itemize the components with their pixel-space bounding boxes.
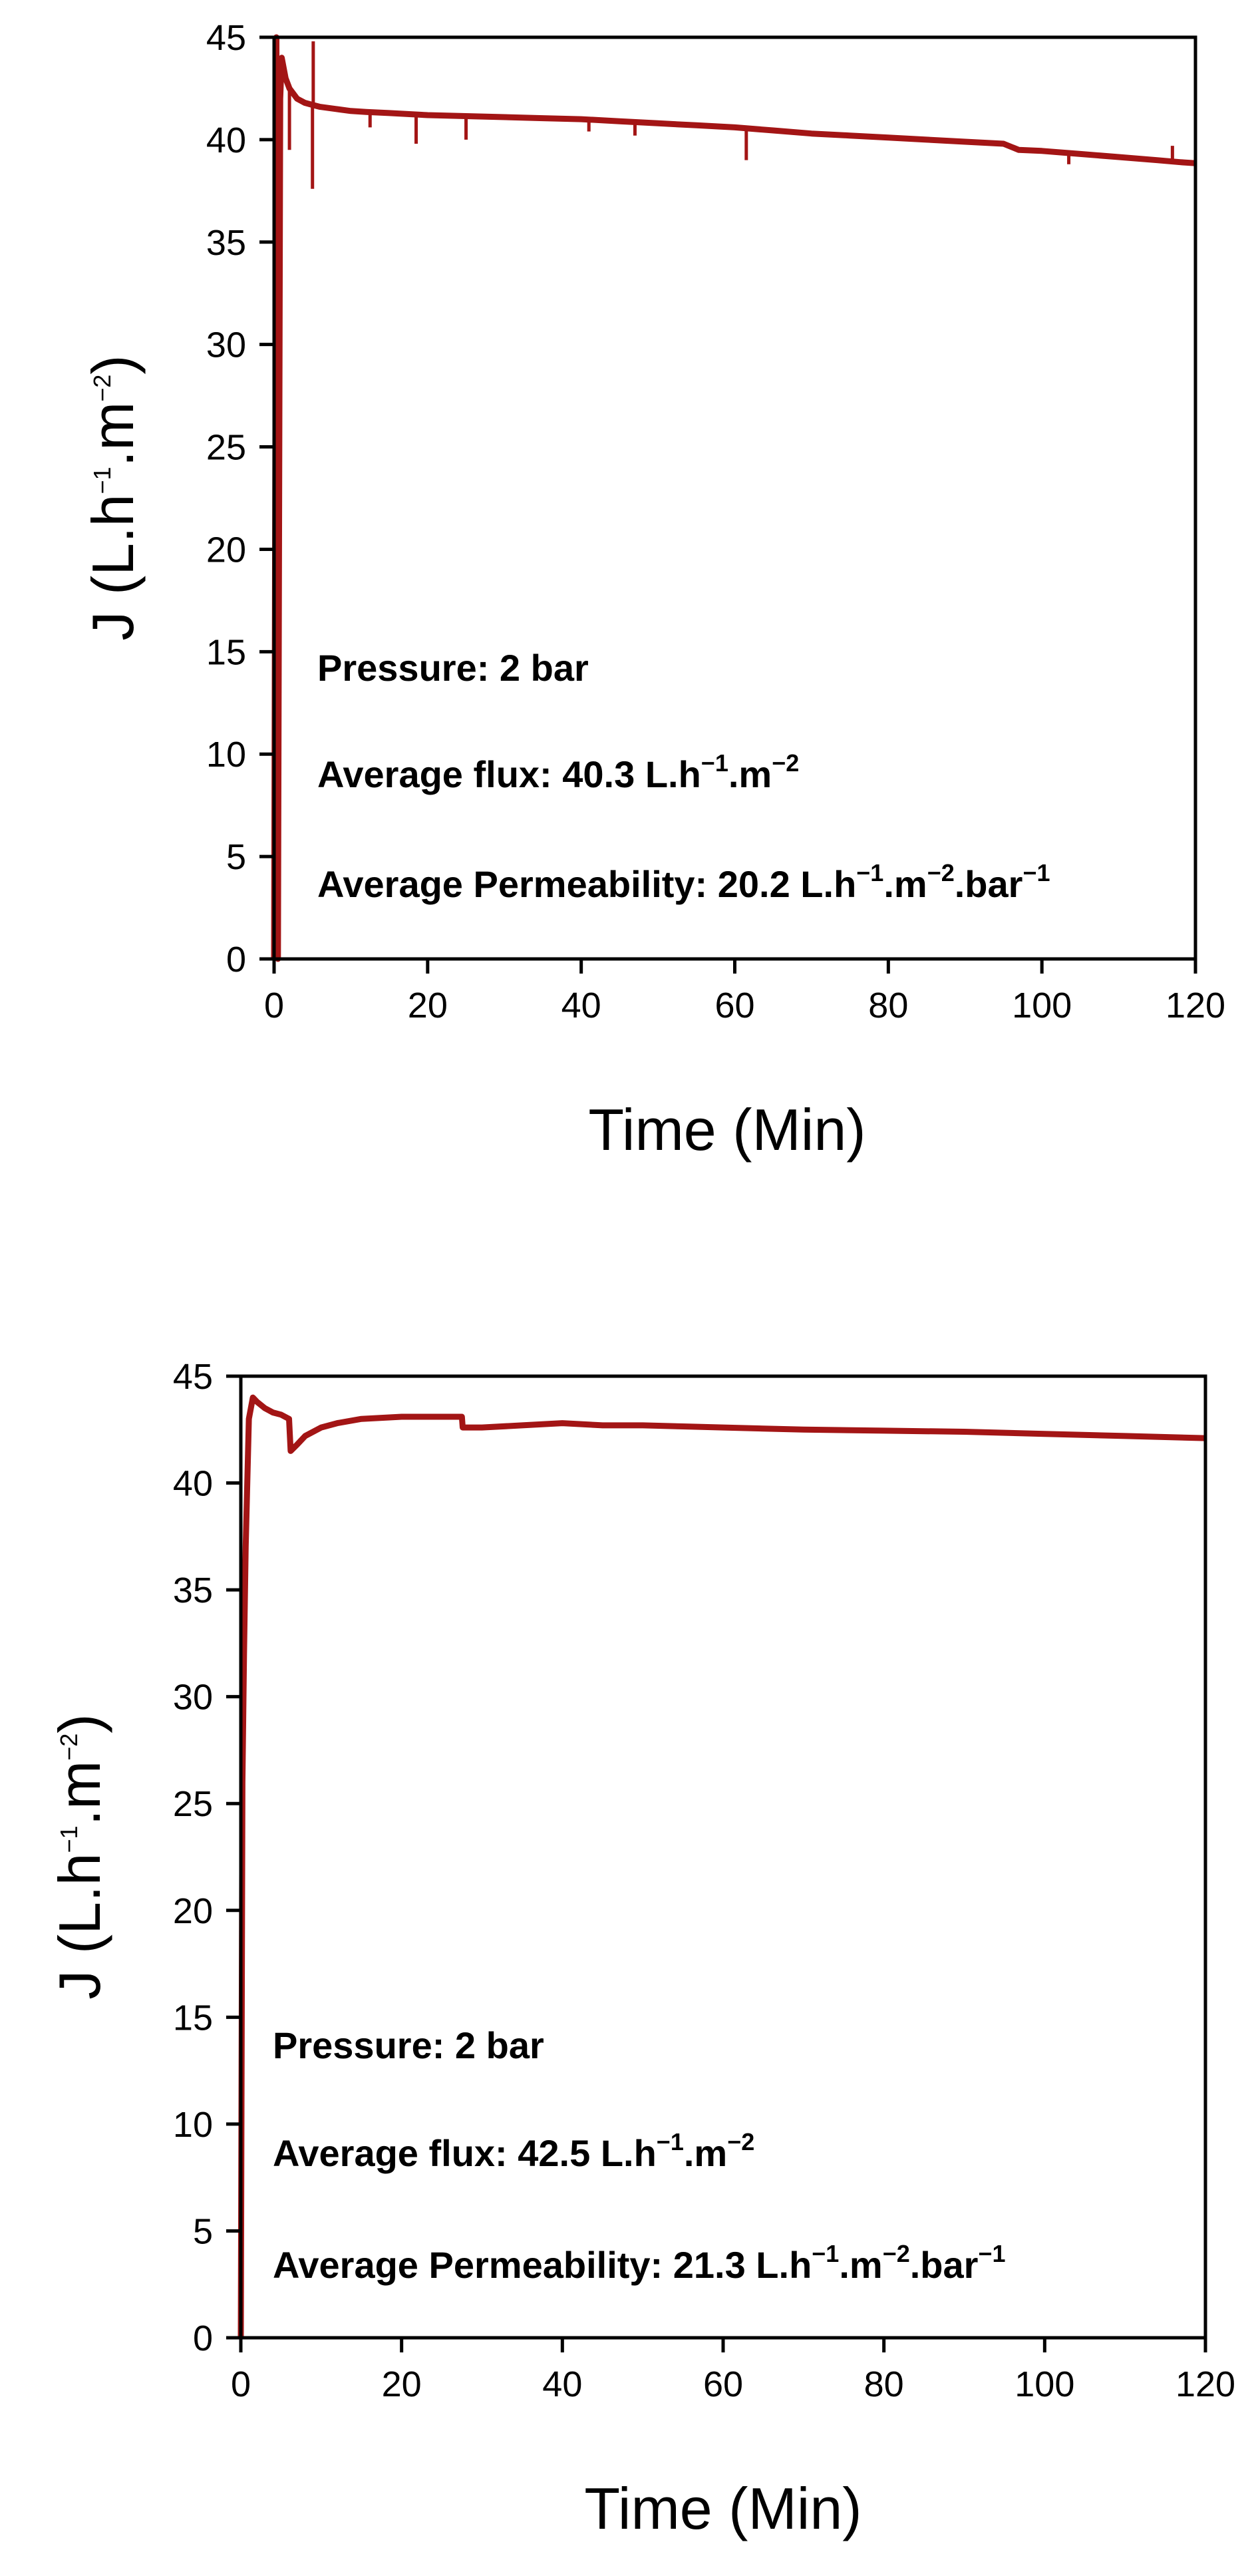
y-tick-label-bottom-40: 40 [173,1464,213,1504]
x-tick-label-top-60: 60 [714,986,754,1025]
y-tick-label-top-5: 5 [226,837,246,877]
x-tick-label-bottom-20: 20 [382,2364,422,2404]
chart-bottom: 0 20 40 60 80 100 120 0 5 10 15 20 25 30 35 40 45 Time (… [47,1357,1235,2541]
x-tick-label-top-40: 40 [561,986,601,1025]
plot-frame-top [272,35,1197,961]
y-axis-title-top: J (L.h−1.m−2) [80,355,146,640]
y-tick-label-top-45: 45 [206,18,246,58]
y-tick-label-bottom-30: 30 [173,1678,213,1718]
x-tick-label-top-0: 0 [264,986,284,1025]
permeability-note-bottom: Average Permeability: 21.3 L.h−1.m−2.bar… [273,2240,1005,2286]
y-tick-label-bottom-45: 45 [173,1357,213,1397]
x-tick-label-bottom-80: 80 [864,2364,904,2404]
plot-area-top [271,34,1196,962]
y-tick-label-top-15: 15 [206,632,246,672]
y-tick-label-bottom-15: 15 [173,1998,213,2038]
y-tick-label-top-30: 30 [206,325,246,365]
y-tick-label-top-25: 25 [206,428,246,468]
y-tick-label-top-10: 10 [206,735,246,775]
y-tick-label-top-40: 40 [206,120,246,160]
y-axis-title-bottom: J (L.h−1.m−2) [47,1714,112,1999]
plot-area-bottom [237,1394,1206,2338]
x-tick-label-top-120: 120 [1166,986,1225,1025]
y-tick-label-top-0: 0 [226,940,246,980]
x-tick-label-bottom-40: 40 [542,2364,582,2404]
pressure-note-top: Pressure: 2 bar [317,647,589,689]
y-tick-label-bottom-25: 25 [173,1784,213,1824]
y-tick-label-top-20: 20 [206,530,246,570]
flux-note-top: Average flux: 40.3 L.h−1.m−2 [317,749,799,795]
y-tick-label-bottom-0: 0 [193,2318,213,2358]
flux-note-bottom: Average flux: 42.5 L.h−1.m−2 [273,2128,754,2174]
chart-top: 0 20 40 60 80 100 120 0 5 10 15 20 25 30 35 40 45 Time (… [80,18,1225,1163]
x-axis-title-bottom: Time (Min) [584,2476,862,2541]
x-tick-label-bottom-60: 60 [703,2364,743,2404]
axis-ticks-top: 0 20 40 60 80 100 120 0 5 10 15 20 25 30 35 40 45 [206,18,1225,1025]
series-line-bottom-0 [237,1394,1206,2338]
y-tick-label-top-35: 35 [206,223,246,263]
axis-ticks-bottom: 0 20 40 60 80 100 120 0 5 10 15 20 25 30 35 40 45 [173,1357,1235,2404]
x-tick-label-bottom-120: 120 [1176,2364,1235,2404]
x-tick-label-top-20: 20 [408,986,448,1025]
permeability-note-top: Average Permeability: 20.2 L.h−1.m−2.bar… [317,859,1050,905]
x-tick-label-bottom-100: 100 [1015,2364,1074,2404]
x-tick-label-top-100: 100 [1012,986,1072,1025]
plot-frame-bottom [239,1374,1207,2340]
y-tick-label-bottom-35: 35 [173,1570,213,1610]
x-tick-label-top-80: 80 [868,986,908,1025]
series-line-top-0 [271,34,1196,962]
y-tick-label-bottom-10: 10 [173,2105,213,2145]
x-tick-label-bottom-0: 0 [231,2364,251,2404]
x-axis-title-top: Time (Min) [588,1097,865,1163]
y-tick-label-bottom-5: 5 [193,2211,213,2251]
pressure-note-bottom: Pressure: 2 bar [273,2024,544,2066]
y-tick-label-bottom-20: 20 [173,1891,213,1931]
